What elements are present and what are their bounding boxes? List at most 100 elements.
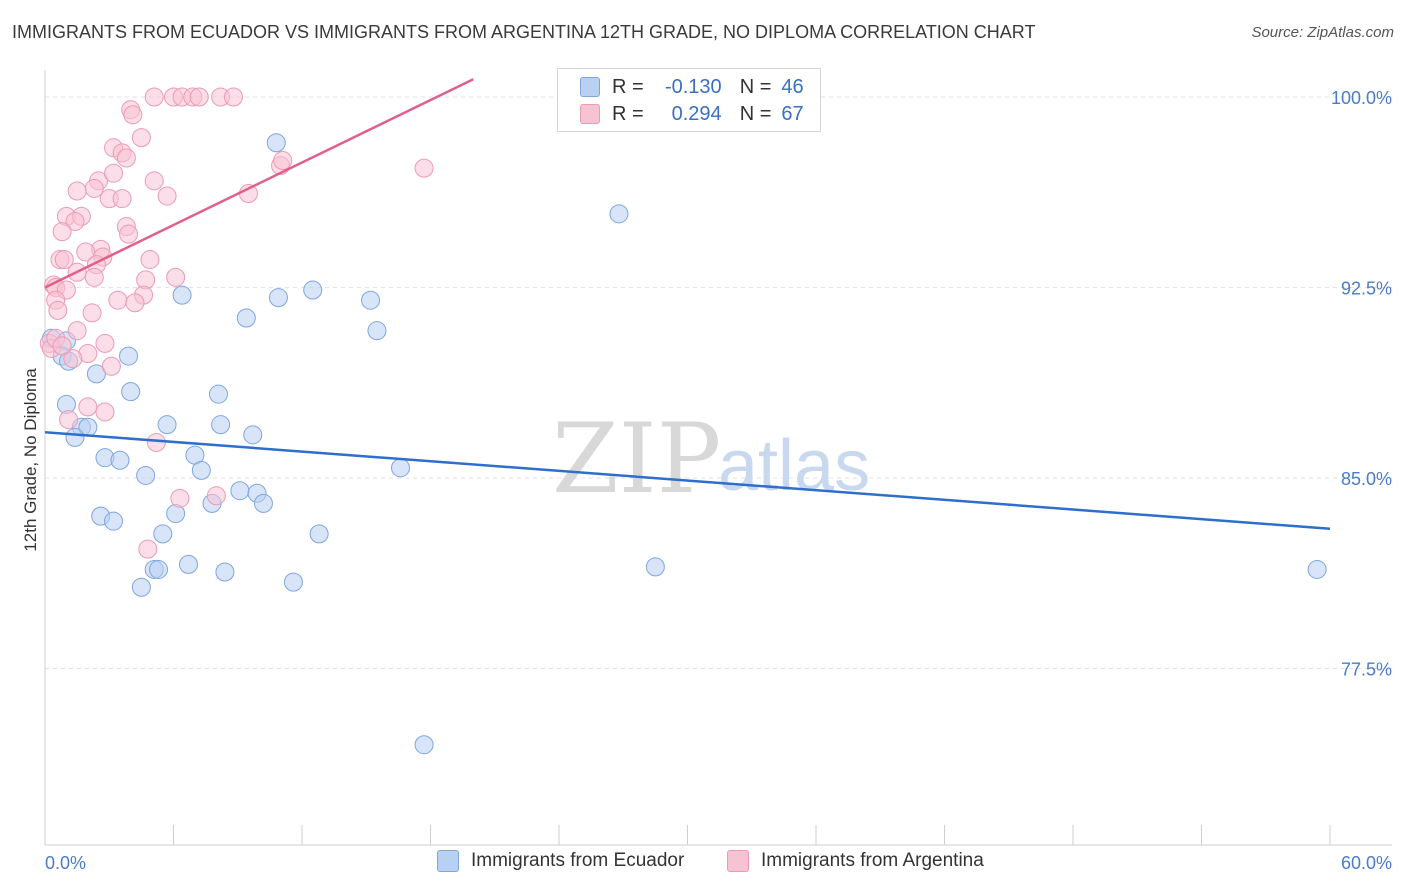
argentina-point (112, 189, 132, 209)
y-tick-label: 92.5% (1341, 279, 1392, 299)
ecuador-point (131, 577, 151, 597)
legend-r-value: 0.294 (671, 102, 722, 125)
x-tick-label: 0.0% (45, 853, 86, 873)
legend-n-value: 67 (781, 102, 804, 125)
argentina-point (84, 178, 104, 198)
argentina-point (189, 87, 209, 107)
argentina-point (125, 293, 145, 313)
argentina-point (65, 211, 85, 231)
argentina-point (84, 267, 104, 287)
x-tick-label: 60.0% (1341, 853, 1392, 873)
y-tick-label: 100.0% (1331, 88, 1392, 108)
argentina-point (119, 224, 139, 244)
argentina-point (116, 148, 136, 168)
ecuador-point (149, 559, 169, 579)
argentina-point (140, 250, 160, 270)
ecuador-point (1307, 559, 1327, 579)
correlation-legend: R = -0.130 N = 46 R = 0.294 N = 67 (557, 68, 821, 132)
ecuador-trend-line (44, 431, 1331, 531)
argentina-point (54, 250, 74, 270)
tick-labels: 100.0% 92.5% 85.0% 77.5% 0.0% 60.0% (45, 88, 1392, 873)
ecuador-point (172, 285, 192, 305)
argentina-point (146, 432, 166, 452)
ecuador-point (367, 321, 387, 341)
argentina-point (223, 87, 243, 107)
legend-n-label: N = (739, 102, 772, 125)
ecuador-point (253, 493, 273, 513)
ecuador-point (208, 384, 228, 404)
argentina-point (157, 186, 177, 206)
ecuador-point (110, 450, 130, 470)
argentina-point (144, 171, 164, 191)
argentina-point (138, 539, 158, 559)
ecuador-point (191, 460, 211, 480)
ecuador-point (268, 288, 288, 308)
argentina-point (170, 488, 190, 508)
y-tick-label: 85.0% (1341, 469, 1392, 489)
ecuador-point (230, 481, 250, 501)
axes (44, 70, 1392, 846)
ecuador-point (414, 735, 434, 755)
argentina-point (52, 222, 72, 242)
argentina-point (52, 336, 72, 356)
ecuador-point (215, 562, 235, 582)
ecuador-point (136, 465, 156, 485)
argentina-point (63, 349, 83, 369)
legend-label-argentina: Immigrants from Argentina (761, 850, 984, 871)
ecuador-point (121, 382, 141, 402)
ecuador-point (283, 572, 303, 592)
argentina-point (144, 87, 164, 107)
ecuador-swatch (437, 850, 459, 872)
series-legend: Immigrants from Ecuador Immigrants from … (0, 850, 1406, 878)
ecuador-point (236, 308, 256, 328)
ecuador-point (303, 280, 323, 300)
y-tick-label: 77.5% (1341, 660, 1392, 680)
argentina-point (166, 267, 186, 287)
legend-item-argentina[interactable]: Immigrants from Argentina (727, 850, 984, 872)
ecuador-point (361, 290, 381, 310)
argentina-trend-line (44, 78, 474, 289)
argentina-point (131, 128, 151, 148)
argentina-point (76, 242, 96, 262)
argentina-point (108, 290, 128, 310)
ecuador-point (266, 133, 286, 153)
ecuador-point (309, 524, 329, 544)
argentina-points (39, 87, 434, 559)
ecuador-point (153, 524, 173, 544)
argentina-point (123, 105, 143, 125)
source-label: Source: ZipAtlas.com (1251, 24, 1394, 41)
ecuador-point (65, 427, 85, 447)
y-axis-label: 12th Grade, No Diploma (21, 368, 40, 552)
legend-n-label: N = (739, 75, 772, 98)
argentina-point (101, 356, 121, 376)
argentina-point (78, 397, 98, 417)
ecuador-point (178, 554, 198, 574)
argentina-point (104, 163, 124, 183)
argentina-point (206, 486, 226, 506)
ecuador-point (243, 425, 263, 445)
gridlines (45, 96, 1392, 669)
argentina-point (414, 158, 434, 178)
legend-r-label: R = (612, 102, 644, 125)
argentina-point (95, 402, 115, 422)
ecuador-swatch (580, 77, 600, 97)
argentina-point (67, 321, 87, 341)
watermark: ZIP atlas (552, 403, 870, 515)
legend-n-value: 46 (781, 75, 804, 98)
argentina-swatch (580, 104, 600, 124)
legend-row-argentina: R = 0.294 N = 67 (580, 102, 804, 126)
legend-item-ecuador[interactable]: Immigrants from Ecuador (437, 850, 684, 872)
watermark-zip: ZIP (552, 403, 721, 515)
trend-lines (44, 78, 1331, 531)
argentina-point (273, 151, 293, 170)
legend-r-label: R = (612, 75, 644, 98)
watermark-atlas: atlas (718, 426, 870, 506)
ecuador-point (391, 458, 411, 478)
legend-label-ecuador: Immigrants from Ecuador (471, 850, 685, 871)
argentina-point (82, 303, 102, 323)
legend-r-value: -0.130 (664, 75, 722, 98)
argentina-point (59, 410, 79, 430)
ecuador-point (157, 415, 177, 435)
argentina-point (67, 181, 87, 201)
